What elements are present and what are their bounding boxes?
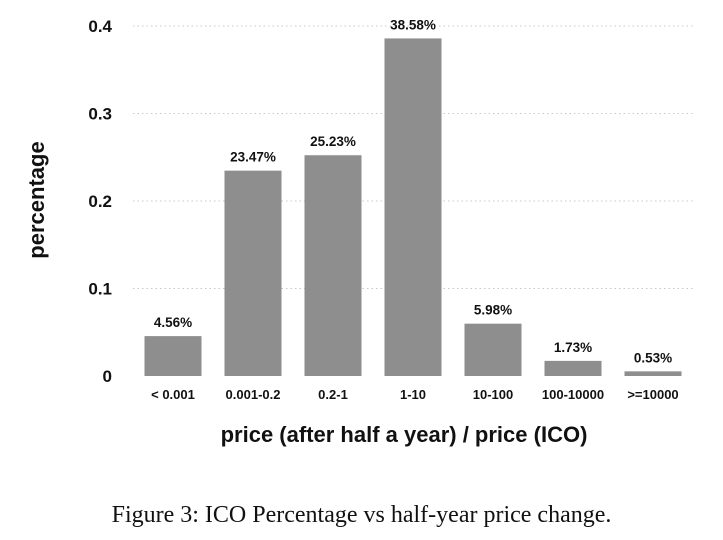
bars <box>144 38 682 377</box>
x-tick-label: 10-100 <box>473 387 513 402</box>
x-tick-label: >=10000 <box>627 387 678 402</box>
y-tick-label: 0.4 <box>88 17 112 36</box>
bar-chart: 0 0.1 0.2 0.3 0.4 < 0.001 0.001-0.2 0.2-1 1-10 1… <box>24 17 693 447</box>
data-label: 25.23% <box>310 134 356 149</box>
x-tick-label: < 0.001 <box>151 387 195 402</box>
data-label: 0.53% <box>634 350 672 365</box>
x-tick-label: 1-10 <box>400 387 426 402</box>
y-tick-label: 0.3 <box>88 105 112 124</box>
bar <box>144 336 202 376</box>
y-axis-title: percentage <box>24 141 49 258</box>
x-tick-label: 0.001-0.2 <box>226 387 281 402</box>
data-label: 23.47% <box>230 150 276 165</box>
x-tick-labels: < 0.001 0.001-0.2 0.2-1 1-10 10-100 100-10000… <box>151 387 679 402</box>
figure-caption: Figure 3: ICO Percentage vs half-year pr… <box>111 502 612 528</box>
y-tick-label: 0.2 <box>88 192 112 211</box>
data-label: 5.98% <box>474 303 512 318</box>
bar <box>624 371 682 376</box>
x-tick-label: 0.2-1 <box>318 387 348 402</box>
data-label: 4.56% <box>154 315 192 330</box>
y-tick-label: 0 <box>103 367 112 386</box>
bar <box>304 155 362 376</box>
bar <box>464 323 522 376</box>
bar <box>544 360 602 376</box>
bar <box>384 38 442 377</box>
y-tick-labels: 0 0.1 0.2 0.3 0.4 <box>88 17 112 386</box>
data-label: 1.73% <box>554 340 592 355</box>
data-label: 38.58% <box>390 17 436 32</box>
y-tick-label: 0.1 <box>88 280 112 299</box>
bar <box>224 170 282 376</box>
data-labels: 4.56% 23.47% 25.23% 38.58% 5.98% 1.73% 0.53% <box>154 17 672 365</box>
x-axis-title: price (after half a year) / price (ICO) <box>221 422 588 447</box>
x-tick-label: 100-10000 <box>542 387 604 402</box>
